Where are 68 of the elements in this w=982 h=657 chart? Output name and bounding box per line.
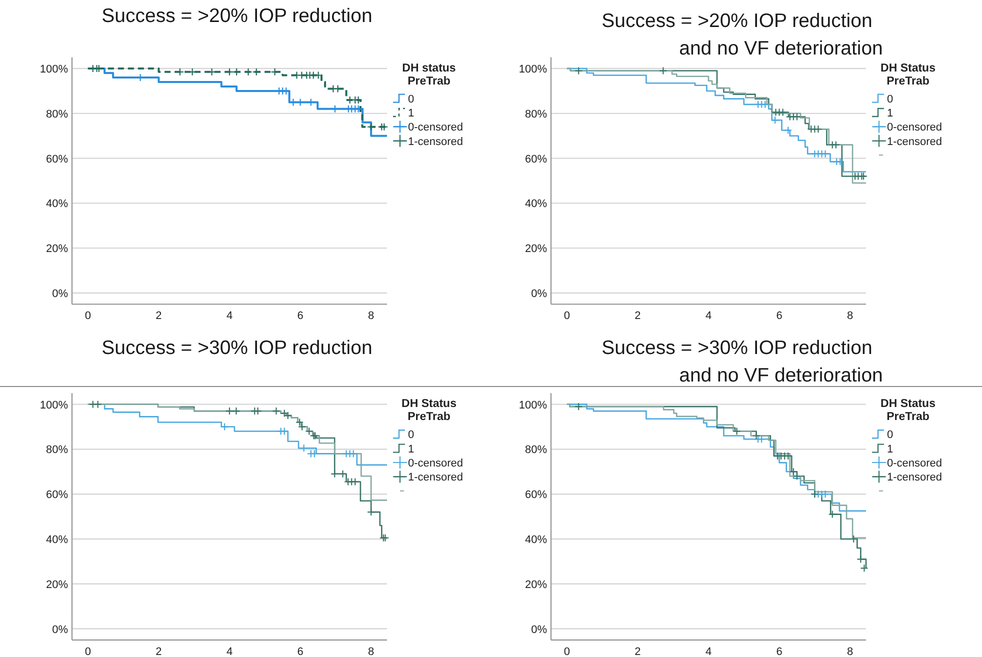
y-tick-label: 60% bbox=[46, 489, 68, 502]
y-tick-label: 0% bbox=[531, 624, 548, 636]
legend-label: 0-censored bbox=[408, 458, 464, 470]
x-tick-label: 4 bbox=[226, 310, 233, 322]
x-tick-label: 8 bbox=[847, 310, 854, 322]
y-tick-label: 80% bbox=[46, 444, 68, 456]
y-tick-label: 0% bbox=[531, 288, 548, 300]
x-tick-label: 2 bbox=[634, 310, 641, 322]
legend-label: 1-censored bbox=[887, 472, 942, 484]
x-tick-label: 0 bbox=[564, 646, 570, 657]
legend-label: 0-censored bbox=[887, 122, 942, 134]
chart-title: Success = >20% IOP reduction and no VF deterioration bbox=[602, 10, 883, 60]
x-tick-label: 8 bbox=[368, 310, 374, 322]
x-tick-label: 2 bbox=[634, 646, 641, 657]
x-tick-label: 4 bbox=[705, 646, 712, 657]
y-tick-label: 80% bbox=[524, 444, 548, 456]
legend-title: DH status PreTrab bbox=[402, 62, 456, 88]
x-tick-label: 6 bbox=[776, 646, 782, 657]
y-tick-label: 80% bbox=[524, 108, 548, 120]
y-tick-label: 20% bbox=[524, 578, 548, 591]
legend-label: 1 bbox=[408, 443, 414, 456]
y-tick-label: 20% bbox=[46, 578, 68, 591]
legend-label: 1-censored bbox=[408, 136, 464, 148]
legend-label: 0 bbox=[408, 93, 414, 106]
legend-label: 1 bbox=[887, 108, 894, 120]
legend-title: DH Status PreTrab bbox=[880, 62, 936, 88]
y-tick-label: 100% bbox=[518, 64, 548, 76]
x-tick-label: 6 bbox=[297, 310, 304, 322]
y-tick-label: 60% bbox=[46, 153, 68, 166]
legend-label: 0 bbox=[887, 429, 894, 442]
legend-label: 0-censored bbox=[887, 458, 942, 470]
y-tick-label: 40% bbox=[524, 534, 548, 546]
x-tick-label: 4 bbox=[226, 646, 233, 657]
y-tick-label: 40% bbox=[46, 198, 68, 210]
legend-label: 0 bbox=[887, 93, 894, 106]
y-tick-label: 100% bbox=[518, 399, 548, 412]
legend-label: 1-censored bbox=[887, 136, 942, 148]
x-tick-label: 2 bbox=[156, 310, 162, 322]
legend-label: 1-censored bbox=[408, 472, 464, 484]
legend-title: DH Status PreTrab bbox=[880, 398, 936, 424]
legend-label: 1 bbox=[408, 108, 414, 120]
y-tick-label: 40% bbox=[46, 534, 68, 546]
legend-label: 1 bbox=[887, 443, 894, 456]
y-tick-label: 60% bbox=[524, 489, 548, 502]
legend-label: 0-censored bbox=[408, 122, 464, 134]
x-tick-label: 2 bbox=[156, 646, 162, 657]
legend-title: DH Status PreTrab bbox=[402, 398, 456, 424]
x-tick-label: 4 bbox=[705, 310, 712, 322]
y-tick-label: 0% bbox=[52, 288, 68, 300]
legend-label: 0 bbox=[408, 429, 414, 442]
chart-title: Success = >30% IOP reduction and no VF deterioration bbox=[602, 337, 883, 386]
y-tick-label: 20% bbox=[46, 243, 68, 256]
chart-title: Success = >20% IOP reduction bbox=[102, 5, 372, 27]
y-tick-label: 40% bbox=[524, 198, 548, 210]
y-tick-label: 20% bbox=[524, 243, 548, 256]
x-tick-label: 0 bbox=[84, 310, 91, 322]
y-tick-label: 100% bbox=[40, 399, 68, 412]
x-tick-label: 6 bbox=[297, 646, 304, 657]
x-tick-label: 0 bbox=[84, 646, 91, 657]
y-tick-label: 0% bbox=[52, 624, 68, 636]
x-tick-label: 6 bbox=[776, 310, 782, 322]
x-tick-label: 8 bbox=[368, 646, 374, 657]
chart-title: Success = >30% IOP reduction bbox=[102, 337, 372, 359]
y-tick-label: 80% bbox=[46, 108, 68, 120]
x-tick-label: 0 bbox=[564, 310, 570, 322]
x-tick-label: 8 bbox=[847, 646, 854, 657]
y-tick-label: 100% bbox=[40, 64, 68, 76]
y-tick-label: 60% bbox=[524, 153, 548, 166]
